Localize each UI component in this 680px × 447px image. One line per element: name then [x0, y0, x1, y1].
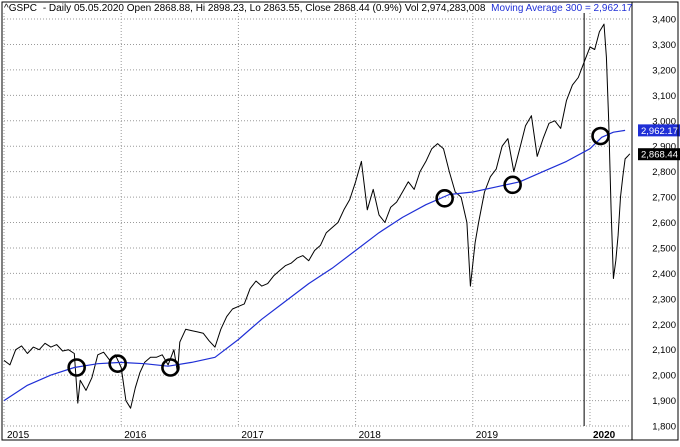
x-tick-label: 2015	[7, 430, 30, 441]
x-tick-label: 2016	[124, 430, 147, 441]
y-tick-label: 2,300	[652, 294, 676, 305]
y-tick-label: 2,400	[652, 269, 676, 280]
y-tick-label: 1,900	[652, 396, 676, 407]
y-tick-label: 2,600	[652, 218, 676, 229]
x-tick-label: 2020	[593, 430, 616, 441]
y-tick-label: 2,000	[652, 371, 676, 382]
y-tick-label: 3,400	[652, 15, 676, 26]
moving-average-line	[3, 129, 626, 402]
chart-header: ^GSPC - Daily 05.05.2020 Open 2868.88, H…	[4, 3, 633, 14]
axis-layer: 1,800 1,900 2,000 2,100 2,200 2,300 2,400 2,500…	[7, 2, 680, 441]
y-tick-label: 3,000	[652, 116, 676, 127]
y-tick-label: 3,100	[652, 91, 676, 102]
y-tick-label: 2,800	[652, 167, 676, 178]
x-tick-label: 2018	[359, 430, 382, 441]
highlight-circle-marker	[503, 175, 522, 195]
y-tick-label: 2,200	[652, 320, 676, 331]
highlight-circle-marker	[108, 354, 127, 373]
quote-summary: - Daily 05.05.2020 Open 2868.88, Hi 2898…	[43, 3, 486, 14]
y-tick-label: 1,800	[652, 422, 676, 433]
ma-value-tag	[638, 124, 680, 137]
highlight-circle-marker	[435, 189, 454, 208]
y-tick-label: 2,700	[652, 193, 676, 204]
y-tick-label: 3,300	[652, 40, 676, 51]
ma-value-label: 2,962.17	[641, 126, 678, 137]
x-tick-label: 2019	[476, 430, 499, 441]
grid-layer	[3, 13, 631, 427]
highlight-circle-marker	[161, 358, 180, 377]
symbol-label: ^GSPC	[4, 3, 37, 14]
highlight-circle-marker	[67, 358, 86, 377]
close-value-label: 2,868.44	[641, 150, 678, 161]
series-layer	[3, 23, 631, 409]
close-value-tag	[638, 148, 680, 161]
price-line	[3, 23, 631, 409]
y-tick-label: 3,200	[652, 65, 676, 76]
x-tick-label: 2017	[241, 430, 264, 441]
moving-average-label: Moving Average 300 = 2,962.17	[491, 3, 633, 14]
y-tick-label: 2,900	[652, 142, 676, 153]
marker-layer	[67, 126, 610, 377]
highlight-circle-marker	[591, 126, 610, 146]
y-tick-label: 2,500	[652, 243, 676, 254]
y-tick-label: 2,100	[652, 345, 676, 356]
